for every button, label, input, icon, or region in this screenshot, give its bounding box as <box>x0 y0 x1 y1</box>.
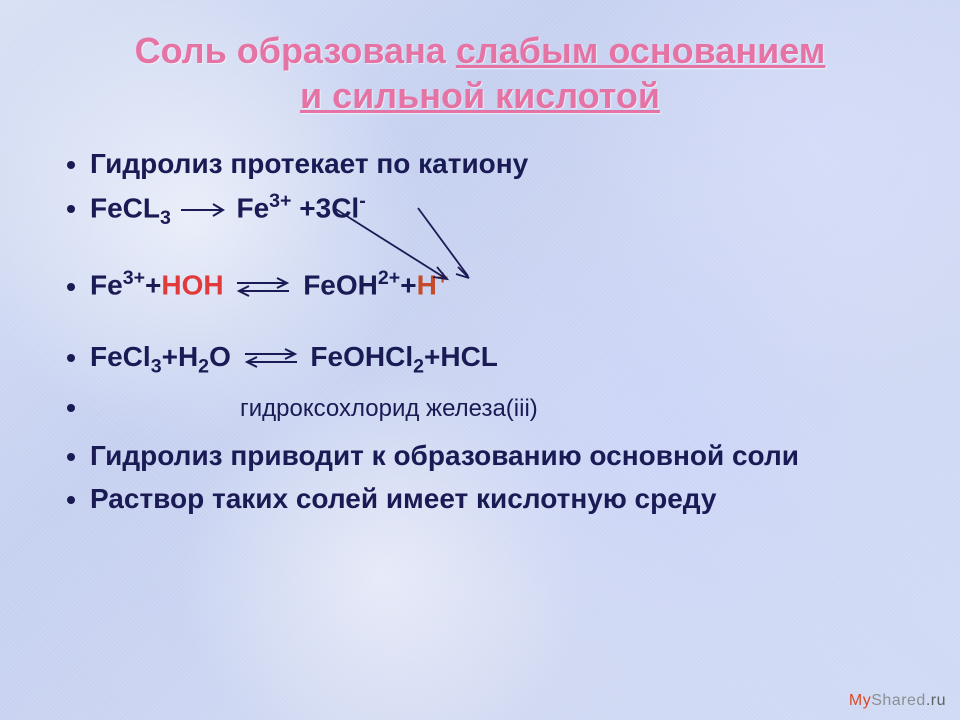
eq3-fecl3: FeCl <box>90 341 151 372</box>
eq2-fe: Fe <box>90 270 123 301</box>
title-part1: Соль образована <box>135 30 456 71</box>
eq2-plus2: + <box>400 270 416 301</box>
bullet-list: Гидролиз протекает по катиону FeCL3 Fe3+… <box>60 146 900 516</box>
eq2-sup2plus: 2+ <box>378 267 400 289</box>
bullet-4: FeCl3+H2O FeOHCl2+HCL <box>90 339 900 379</box>
equilibrium-arrow-icon-2 <box>239 347 303 369</box>
eq2-hoh: HOH <box>161 270 223 301</box>
bullet-1-text: Гидролиз протекает по катиону <box>90 148 528 179</box>
eq1-sup3plus: 3+ <box>269 190 291 212</box>
bullet-1: Гидролиз протекает по катиону <box>90 146 900 181</box>
title-underlined: слабым основанием <box>456 30 826 71</box>
watermark-ru: .ru <box>926 692 946 709</box>
watermark: MyShared.ru <box>849 692 946 710</box>
eq3-sub3a: 3 <box>151 355 162 377</box>
eq3-sub2b: 2 <box>413 355 424 377</box>
eq2-hplus: H <box>417 270 437 301</box>
eq2-plus1: + <box>145 270 161 301</box>
slide-title: Соль образована слабым основанием и силь… <box>60 28 900 118</box>
bullet-7: Раствор таких солей имеет кислотную сред… <box>90 481 900 516</box>
eq3-o: O <box>209 341 231 372</box>
bullet-5: гидроксохлорид железа(iii) <box>90 389 900 424</box>
equilibrium-arrow-icon <box>231 276 295 298</box>
eq3-feohcl2: FeOHCl <box>310 341 413 372</box>
eq2-feoh: FeOH <box>303 270 378 301</box>
eq3-h: +H <box>162 341 199 372</box>
bullet-6-text: Гидролиз приводит к образованию основной… <box>90 440 799 471</box>
watermark-my: My <box>849 692 871 709</box>
watermark-shared: Shared <box>871 692 926 709</box>
eq2-supplus: + <box>437 267 448 289</box>
eq1-fe: Fe <box>236 192 269 223</box>
eq1-cl: +3Cl <box>292 192 360 223</box>
slide-content: Соль образована слабым основанием и силь… <box>0 0 960 720</box>
eq3-hcl: +HCL <box>424 341 498 372</box>
eq1-sub3: 3 <box>160 207 171 229</box>
bullet-6: Гидролиз приводит к образованию основной… <box>90 438 900 473</box>
bullet-3: Fe3++HOH FeOH2++H+ <box>90 266 900 302</box>
arrow-right-icon <box>179 201 229 219</box>
eq2-sup3plus: 3+ <box>123 267 145 289</box>
bullet-7-text: Раствор таких солей имеет кислотную сред… <box>90 483 716 514</box>
eq1-supminus: - <box>359 190 366 212</box>
title-line2: и сильной кислотой <box>300 75 660 116</box>
bullet-2: FeCL3 Fe3+ +3Cl- <box>90 189 900 230</box>
eq1-fecl3-a: FeCL <box>90 192 160 223</box>
eq3-sub2: 2 <box>198 355 209 377</box>
bullet-5-text: гидроксохлорид железа(iii) <box>90 395 538 422</box>
